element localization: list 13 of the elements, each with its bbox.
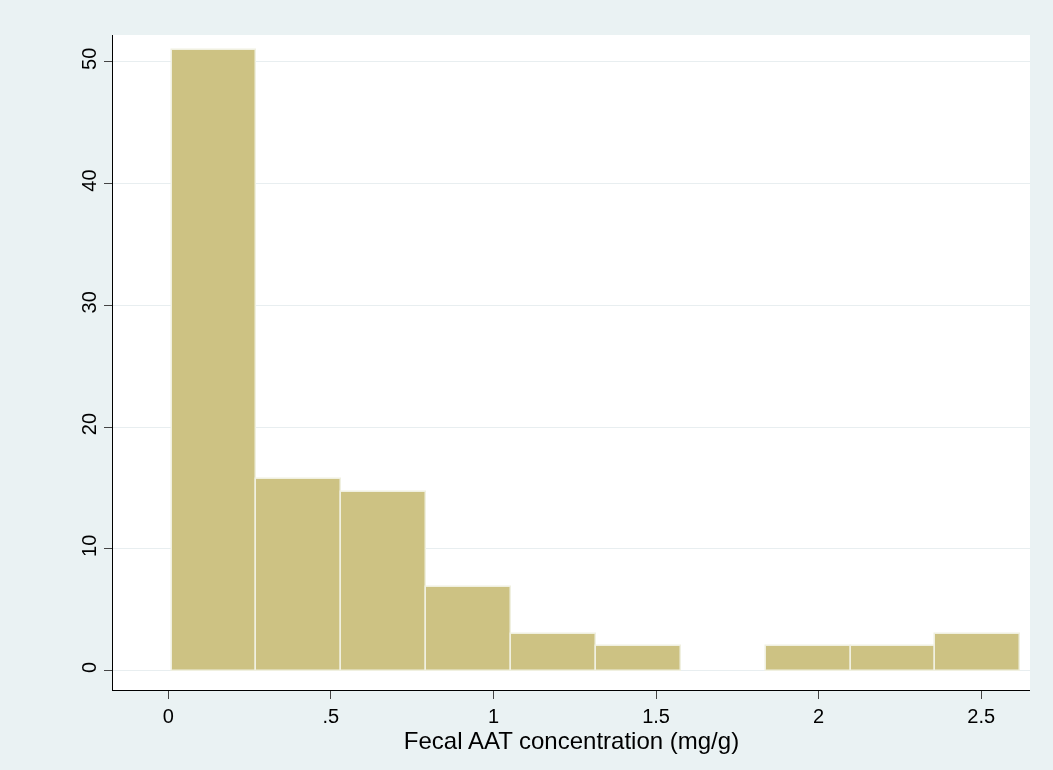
y-tick-label: 40 <box>78 169 100 192</box>
y-tick-label: 10 <box>78 534 100 557</box>
y-tick-label: 0 <box>78 661 100 674</box>
x-tick-label: 1.5 <box>642 705 670 727</box>
y-tick-label: 50 <box>78 47 100 70</box>
x-tick-label: 0 <box>162 705 174 727</box>
y-tick-label: 30 <box>78 291 100 314</box>
x-tick-label: .5 <box>322 705 340 727</box>
x-tick-label: 2 <box>813 705 825 727</box>
y-tick-label: 20 <box>78 412 100 436</box>
x-tick-label: 1 <box>487 705 500 727</box>
x-tick-label: 2.5 <box>967 705 996 727</box>
x-axis-title: Fecal AAT concentration (mg/g) <box>403 727 740 754</box>
